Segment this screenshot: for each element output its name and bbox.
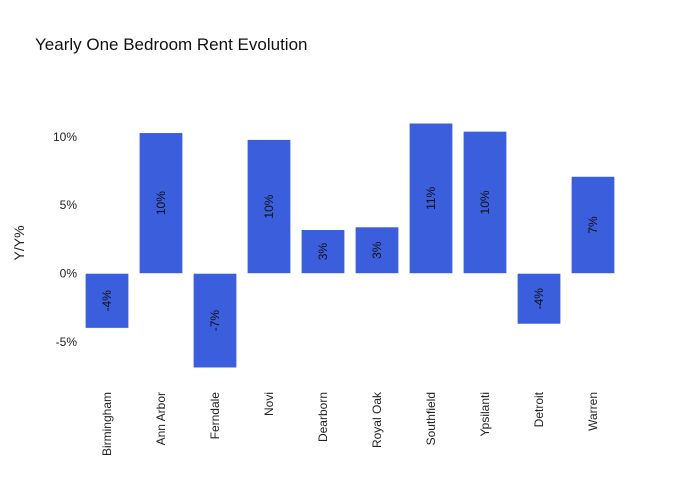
data-label: -4%	[532, 288, 546, 310]
data-label: 10%	[262, 194, 276, 218]
data-labels: -4% 10% -7% 10% 3% 3% 11% 10% -4% 7%	[100, 186, 600, 331]
bar-ann-arbor	[139, 132, 183, 274]
chart-title: Yearly One Bedroom Rent Evolution	[35, 35, 307, 54]
data-label: 3%	[370, 241, 384, 259]
x-tick-label: Dearborn	[316, 392, 330, 442]
bar-southfield	[409, 122, 453, 274]
data-label: 10%	[154, 191, 168, 215]
data-label: 11%	[424, 186, 438, 209]
bar-detroit	[517, 273, 561, 325]
data-label: 7%	[586, 216, 600, 234]
x-tick-label: Ferndale	[208, 392, 222, 440]
x-tick-label: Ypsilanti	[478, 392, 492, 436]
x-tick-label: Southfield	[424, 392, 438, 445]
bar-novi	[247, 139, 291, 274]
y-tick-label: 0%	[60, 266, 78, 280]
data-label: -7%	[208, 310, 222, 332]
data-label: 3%	[316, 243, 330, 261]
y-tick-label: 5%	[60, 198, 78, 212]
x-tick-label: Ann Arbor	[154, 392, 168, 445]
x-tick-label: Novi	[262, 392, 276, 416]
bar-warren	[571, 176, 615, 274]
bars	[85, 122, 615, 368]
y-tick-label: 10%	[53, 130, 77, 144]
x-tick-label: Warren	[586, 392, 600, 431]
x-tick-label: Birmingham	[100, 392, 114, 456]
x-axis-ticks: Birmingham Ann Arbor Ferndale Novi Dearborn R…	[100, 391, 600, 456]
bar-royal-oak	[355, 226, 399, 274]
y-axis-ticks: 10% 5% 0% -5%	[53, 130, 77, 349]
bar-birmingham	[85, 273, 129, 329]
x-tick-label: Royal Oak	[370, 391, 384, 448]
y-axis-title: Y/Y%	[11, 225, 27, 260]
bar-ypsilanti	[463, 131, 507, 274]
x-tick-label: Detroit	[532, 391, 546, 427]
bar-ferndale	[193, 273, 237, 368]
data-label: 10%	[478, 190, 492, 214]
bar-dearborn	[301, 229, 345, 274]
y-tick-label: -5%	[56, 335, 78, 349]
data-label: -4%	[100, 290, 114, 312]
